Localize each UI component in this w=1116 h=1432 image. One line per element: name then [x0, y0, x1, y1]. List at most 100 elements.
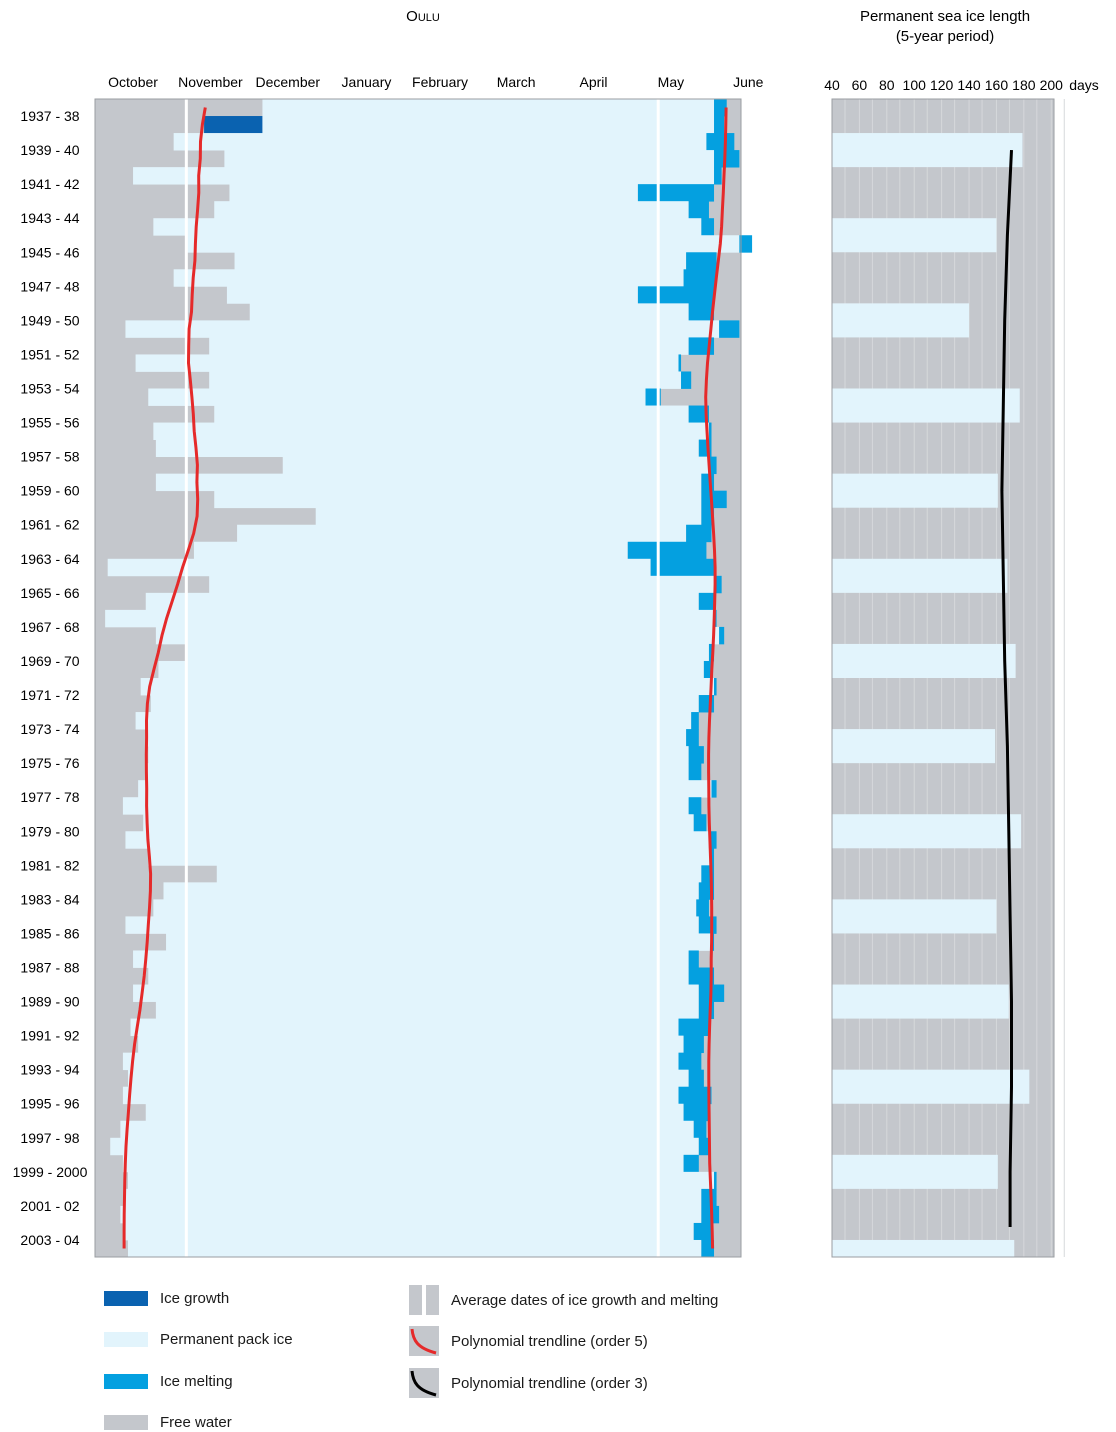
pack-ice-bar: [127, 1171, 715, 1190]
ice-melting-bar: [693, 1222, 712, 1241]
pack-ice-bar: [138, 1035, 684, 1054]
ice-length-bar: [832, 388, 1020, 423]
pack-ice-bar: [155, 626, 720, 645]
pack-ice-bar: [315, 507, 702, 526]
pack-ice-bar: [234, 252, 687, 270]
year-label: 1941 - 42: [20, 176, 79, 192]
pack-ice-bar: [133, 167, 715, 185]
ice-melting-bar: [691, 712, 699, 730]
ice-melting-bar: [688, 950, 699, 968]
year-label: 1981 - 82: [20, 857, 79, 873]
tick-label: 200: [1040, 77, 1064, 93]
ice-melting-bar: [708, 422, 712, 440]
ice-melting-bar: [678, 354, 682, 372]
year-label: 1945 - 46: [20, 244, 79, 260]
year-label: 1977 - 78: [20, 789, 79, 805]
legend-label-ice-melting: Ice melting: [160, 1373, 233, 1390]
tick-label: 40: [824, 77, 840, 93]
year-label: 1991 - 92: [20, 1028, 79, 1044]
ice-melting-bar: [683, 269, 717, 287]
ice-melting-bar: [683, 1103, 709, 1122]
ice-length-bar: [832, 984, 1009, 1019]
pack-ice-bar: [135, 354, 679, 372]
ice-length-bar: [832, 133, 1023, 168]
pack-ice-bar: [127, 1239, 702, 1258]
pack-ice-bar: [105, 609, 715, 628]
pack-ice-bar: [122, 797, 689, 815]
ice-melting-bar: [698, 592, 715, 611]
pack-ice-bar: [148, 848, 712, 866]
pack-ice-bar: [143, 814, 694, 832]
pack-ice-bar: [153, 422, 709, 440]
year-label: 1995 - 96: [20, 1096, 79, 1112]
month-label: June: [733, 74, 764, 90]
tick-label: 80: [879, 77, 895, 93]
ice-melting-bar: [701, 218, 715, 236]
free-water-swatch: [104, 1415, 148, 1430]
ice-melting-bar: [686, 252, 717, 270]
pack-ice-bar: [155, 1001, 699, 1019]
ice-length-bar: [832, 643, 1016, 678]
trendline-order5-melt: [704, 107, 728, 1249]
trendline-order3: [1000, 150, 1013, 1227]
year-label: 1947 - 48: [20, 278, 79, 294]
ice-melting-bar: [693, 1120, 707, 1139]
ice-length-axis-ticks: 40 60 80 100 120 140 160 180 200 days: [824, 77, 1099, 93]
ice-melting-bar: [688, 201, 709, 219]
year-label: 1955 - 56: [20, 415, 79, 431]
pack-ice-bar: [214, 490, 702, 509]
year-label: 1963 - 64: [20, 551, 79, 567]
month-label: April: [580, 74, 608, 90]
month-label: October: [108, 74, 158, 90]
ice-melting-bar: [681, 371, 692, 389]
pack-ice-bar: [135, 712, 692, 730]
legend-item-pack-ice: Permanent pack ice: [104, 1331, 293, 1348]
ice-melting-bar: [698, 1137, 709, 1156]
pack-ice-bar: [138, 780, 712, 798]
tick-label: 180: [1012, 77, 1036, 93]
ice-length-subtitle: (5-year period): [896, 28, 994, 45]
ice-melting-bar: [708, 831, 717, 849]
pack-ice-bar: [145, 1103, 684, 1122]
ice-melting-bar: [650, 558, 715, 577]
pack-ice-bar: [122, 1154, 684, 1173]
pack-ice-bar: [229, 184, 638, 202]
year-label: 1953 - 54: [20, 381, 79, 397]
ice-length-bars: [832, 133, 1030, 1257]
year-label: 1989 - 90: [20, 994, 79, 1010]
legend-label-pack-ice: Permanent pack ice: [160, 1331, 293, 1348]
season-bars: [105, 99, 753, 1258]
ice-melting-bar: [706, 133, 735, 151]
ice-melting-bar: [714, 116, 725, 134]
month-label: December: [256, 74, 321, 90]
month-label: February: [412, 74, 468, 90]
legend-item-ice-melting: Ice melting: [104, 1373, 233, 1390]
pack-ice-bar: [166, 933, 712, 951]
year-label: 1969 - 70: [20, 653, 79, 669]
ice-length-bar: [832, 558, 1008, 593]
avg-dates-swatch: [409, 1285, 439, 1315]
year-label: 2001 - 02: [20, 1198, 79, 1214]
year-label: 1937 - 38: [20, 108, 79, 124]
month-label: January: [342, 74, 392, 90]
ice-melting-bar: [688, 967, 715, 985]
ice-melting-bar: [686, 524, 712, 543]
year-label: 1999 - 2000: [13, 1164, 88, 1180]
pack-ice-bar: [133, 950, 689, 968]
pack-ice-bar: [282, 456, 709, 475]
pack-ice-bar: [153, 218, 702, 236]
year-label: 1951 - 52: [20, 346, 79, 362]
pack-ice-bar: [140, 678, 715, 696]
ice-melting-bar: [714, 150, 740, 168]
ice-melting-bar: [714, 167, 722, 185]
pack-ice-bar: [209, 337, 689, 355]
pack-ice-bar: [127, 1069, 689, 1088]
ice-length-bar: [832, 729, 996, 764]
year-label: 1973 - 74: [20, 721, 79, 737]
year-label: 1957 - 58: [20, 449, 79, 465]
oulu-chart-title: Oulu: [406, 8, 440, 25]
ice-melting-bar: [701, 1239, 715, 1258]
pack-ice-bar: [249, 303, 689, 321]
ice-length-bar: [832, 1239, 1015, 1257]
pack-ice-bar: [193, 541, 628, 560]
